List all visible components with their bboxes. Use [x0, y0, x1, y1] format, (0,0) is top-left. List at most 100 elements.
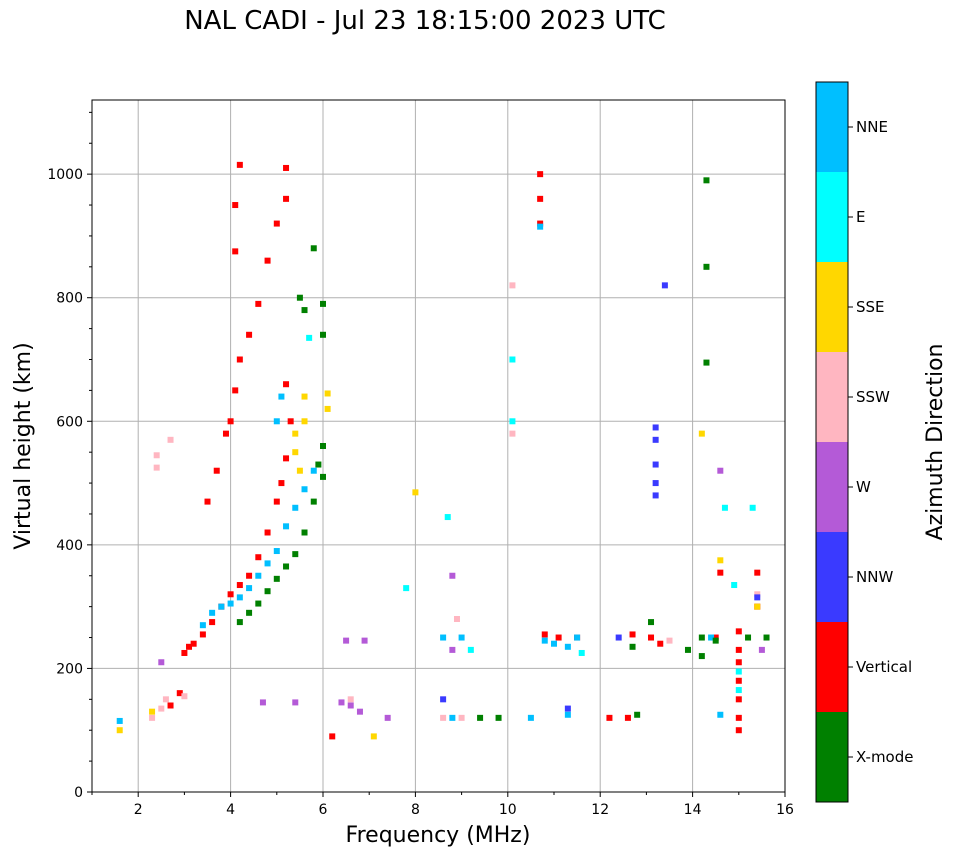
data-point-vertical	[190, 640, 197, 647]
data-point-w	[361, 637, 368, 644]
data-point-ssw	[458, 714, 465, 721]
data-point-vertical	[227, 591, 234, 598]
data-point-vertical	[204, 498, 211, 505]
data-point-sse	[698, 430, 705, 437]
data-point-e	[444, 514, 451, 521]
data-point-nne	[574, 634, 581, 641]
data-point-x-mode	[477, 714, 484, 721]
data-point-nne	[292, 504, 299, 511]
data-point-vertical	[735, 646, 742, 653]
data-point-vertical	[735, 696, 742, 703]
data-point-w	[449, 572, 456, 579]
data-point-vertical	[606, 714, 613, 721]
data-point-vertical	[227, 418, 234, 425]
data-point-vertical	[167, 702, 174, 709]
colorbar-segment	[816, 172, 848, 262]
x-tick-label: 2	[134, 802, 143, 818]
colorbar-tick-label: NNE	[856, 118, 888, 136]
data-point-vertical	[657, 640, 664, 647]
data-point-w	[338, 699, 345, 706]
data-point-sse	[296, 467, 303, 474]
data-point-vertical	[246, 331, 253, 338]
data-point-w	[449, 646, 456, 653]
data-point-sse	[370, 733, 377, 740]
data-point-e	[735, 687, 742, 694]
data-point-ssw	[162, 696, 169, 703]
data-point-nne	[273, 418, 280, 425]
x-tick-label: 4	[226, 802, 235, 818]
data-point-x-mode	[320, 300, 326, 307]
data-point-e	[721, 504, 728, 511]
colorbar-tick-label: SSE	[856, 298, 885, 316]
data-point-e	[467, 646, 474, 653]
data-point-sse	[754, 603, 761, 610]
data-point-nnw	[652, 480, 659, 487]
colorbar-tick-label: NNW	[856, 568, 893, 586]
data-point-ssw	[666, 637, 673, 644]
data-point-sse	[301, 393, 308, 400]
data-point-nnw	[615, 634, 622, 641]
data-point-x-mode	[315, 461, 322, 468]
data-point-vertical	[537, 220, 544, 227]
data-point-ssw	[181, 693, 188, 700]
data-point-x-mode	[264, 588, 271, 595]
data-point-vertical	[537, 171, 544, 178]
data-point-nne	[278, 393, 285, 400]
colorbar-segment	[816, 352, 848, 442]
data-point-vertical	[222, 430, 229, 437]
data-point-x-mode	[703, 359, 710, 366]
data-point-x-mode	[634, 711, 641, 718]
data-point-e	[509, 356, 516, 363]
data-point-x-mode	[246, 609, 253, 616]
data-point-vertical	[735, 727, 742, 734]
data-point-w	[158, 659, 165, 666]
data-point-x-mode	[301, 307, 308, 314]
colorbar-label: Azimuth Direction	[923, 343, 948, 540]
data-point-sse	[412, 489, 419, 496]
data-point-vertical	[236, 582, 243, 589]
data-point-nnw	[754, 594, 761, 601]
data-point-x-mode	[745, 634, 752, 641]
data-point-w	[717, 467, 724, 474]
data-point-nnw	[652, 436, 659, 443]
colorbar-segment	[816, 532, 848, 622]
data-point-nnw	[440, 696, 447, 703]
data-point-nne	[564, 711, 571, 718]
data-point-vertical	[283, 381, 290, 388]
data-point-nnw	[652, 424, 659, 431]
data-point-ssw	[167, 436, 174, 443]
data-point-nnw	[652, 461, 659, 468]
data-point-x-mode	[763, 634, 770, 641]
data-point-e	[578, 649, 585, 656]
data-point-x-mode	[703, 263, 710, 270]
data-point-x-mode	[320, 443, 326, 449]
data-point-nne	[273, 548, 280, 555]
data-point-sse	[717, 557, 724, 564]
data-point-vertical	[236, 161, 243, 168]
data-point-vertical	[541, 631, 548, 638]
data-marks	[116, 161, 770, 740]
colorbar-tick-label: Vertical	[856, 658, 912, 676]
data-point-vertical	[232, 387, 239, 394]
y-tick-label: 0	[74, 785, 83, 801]
data-point-nne	[301, 486, 308, 493]
data-point-sse	[116, 727, 123, 734]
data-point-vertical	[273, 220, 280, 227]
data-point-ssw	[453, 616, 460, 622]
data-point-ssw	[149, 714, 156, 721]
data-point-ssw	[509, 282, 516, 289]
data-point-vertical	[537, 195, 544, 202]
data-point-w	[292, 699, 299, 706]
data-point-vertical	[283, 164, 290, 171]
data-point-nnw	[564, 705, 571, 712]
data-point-w	[356, 708, 363, 715]
data-point-vertical	[648, 634, 655, 641]
data-point-nne	[440, 634, 447, 641]
data-point-nne	[283, 523, 290, 530]
data-point-x-mode	[255, 600, 262, 607]
colorbar: X-mode Vertical NNW W SSW SSE E NNE	[815, 81, 913, 803]
data-point-nne	[199, 622, 206, 629]
data-point-vertical	[712, 634, 719, 641]
data-point-x-mode	[273, 575, 280, 582]
data-point-sse	[324, 390, 331, 397]
